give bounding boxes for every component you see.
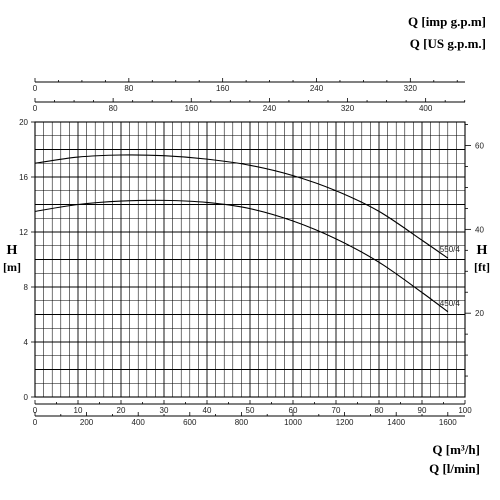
bottom-m3h-tick-label: 0 — [33, 406, 38, 415]
top-us-tick-label: 400 — [419, 104, 433, 113]
top-us-tick-label: 0 — [33, 104, 38, 113]
axes — [31, 78, 471, 417]
curve-450-4 — [34, 199, 449, 313]
top-imp-tick-label: 160 — [216, 84, 230, 93]
curves: 550/4 450/4 — [34, 154, 461, 313]
left-tick-label: 4 — [24, 338, 29, 347]
left-tick-label: 0 — [24, 393, 29, 402]
h-right-unit: [ft] — [474, 260, 490, 274]
top-imp-tick-label: 320 — [404, 84, 418, 93]
bottom-m3h-tick-label: 90 — [418, 406, 427, 415]
bottom-m3h-tick-label: 10 — [74, 406, 83, 415]
h-left-unit: [m] — [3, 260, 21, 274]
curve-550-4 — [34, 154, 449, 259]
top-imp-tick-label: 0 — [33, 84, 38, 93]
left-tick-label: 8 — [24, 283, 29, 292]
top-imp-tick-label: 80 — [124, 84, 133, 93]
left-tick-label: 12 — [19, 228, 28, 237]
curve-label-450-4: 450/4 — [440, 299, 461, 308]
bottom-m3h-tick-label: 20 — [117, 406, 126, 415]
bottom-lmin-tick-label: 0 — [33, 418, 38, 427]
right-tick-label: 60 — [475, 142, 484, 151]
bottom-m3h-tick-label: 40 — [203, 406, 212, 415]
bottom-lmin-tick-label: 400 — [132, 418, 146, 427]
left-tick-label: 20 — [19, 118, 28, 127]
grid — [34, 121, 466, 398]
q-us-gpm-label: Q [US g.p.m.] — [409, 36, 486, 51]
right-tick-label: 20 — [475, 309, 484, 318]
top-us-tick-label: 240 — [263, 104, 277, 113]
bottom-m3h-tick-label: 70 — [332, 406, 341, 415]
left-tick-label: 16 — [19, 173, 28, 182]
top-us-tick-label: 320 — [341, 104, 355, 113]
h-right-label: H — [477, 243, 488, 258]
curve-label-550-4: 550/4 — [440, 245, 461, 254]
plot-frame — [34, 121, 466, 398]
bottom-m3h-tick-label: 60 — [289, 406, 298, 415]
top-us-tick-label: 80 — [109, 104, 118, 113]
bottom-m3h-tick-label: 50 — [246, 406, 255, 415]
h-left-label: H — [7, 243, 18, 258]
bottom-lmin-tick-label: 1000 — [284, 418, 302, 427]
q-lmin-label: Q [l/min] — [429, 461, 480, 476]
bottom-lmin-tick-label: 1400 — [387, 418, 405, 427]
bottom-lmin-tick-label: 600 — [183, 418, 197, 427]
bottom-m3h-tick-label: 100 — [458, 406, 472, 415]
q-m3h-label: Q [m³/h] — [432, 442, 480, 457]
right-tick-label: 40 — [475, 225, 484, 234]
bottom-lmin-tick-label: 1200 — [336, 418, 354, 427]
top-us-tick-label: 160 — [185, 104, 199, 113]
bottom-lmin-tick-label: 1600 — [439, 418, 457, 427]
q-imp-gpm-label: Q [imp g.p.m] — [408, 14, 486, 29]
top-imp-tick-label: 240 — [310, 84, 324, 93]
bottom-m3h-tick-label: 30 — [160, 406, 169, 415]
bottom-lmin-tick-label: 800 — [235, 418, 249, 427]
bottom-lmin-tick-label: 200 — [80, 418, 94, 427]
bottom-m3h-tick-label: 80 — [375, 406, 384, 415]
